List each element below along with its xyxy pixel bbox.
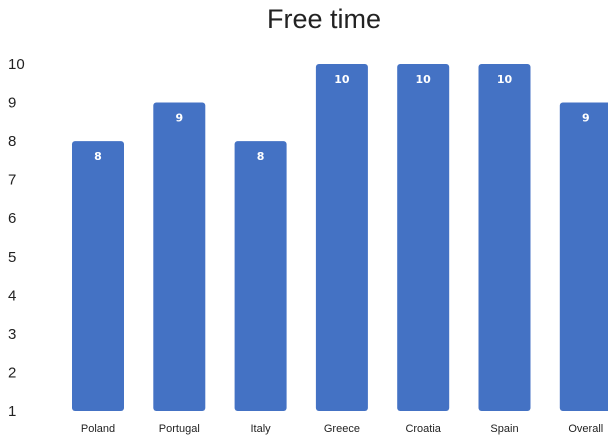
y-tick-label: 7	[8, 172, 16, 189]
y-tick-label: 8	[8, 133, 16, 150]
bar	[153, 102, 206, 412]
y-axis-ticks: 1 2 3 4 5 6 7 8 9 10	[8, 56, 25, 420]
x-tick-label: Overall	[568, 423, 603, 435]
chart-title: Free time	[266, 4, 382, 34]
bar	[234, 141, 287, 411]
bar	[559, 102, 608, 411]
bar-value-label: 10	[497, 73, 513, 86]
y-tick-label: 6	[8, 210, 16, 227]
bar	[315, 64, 368, 411]
x-tick-label: Portugal	[159, 423, 200, 435]
bar-value-label: 9	[582, 112, 590, 125]
y-tick-label: 2	[8, 364, 16, 381]
y-tick-label: 5	[8, 249, 16, 266]
x-tick-label: Greece	[324, 423, 360, 435]
x-axis-ticks: Poland Portugal Italy Greece Croatia Spain Ove…	[81, 423, 603, 435]
bar-value-label: 10	[416, 73, 432, 86]
bar	[72, 141, 124, 411]
bar-labels: 8 9 8 10 10 10 9	[94, 73, 589, 163]
bar-value-label: 9	[175, 112, 183, 125]
y-tick-label: 4	[8, 287, 16, 304]
y-tick-label: 9	[8, 95, 16, 112]
x-tick-label: Poland	[81, 423, 115, 435]
bar-value-label: 8	[257, 150, 265, 163]
bar	[397, 64, 450, 411]
x-tick-label: Spain	[490, 423, 518, 435]
x-tick-label: Croatia	[405, 423, 441, 435]
bar-value-label: 8	[94, 150, 102, 163]
bar	[478, 64, 531, 411]
y-tick-label: 3	[8, 326, 16, 343]
y-tick-label: 1	[8, 403, 16, 420]
y-tick-label: 10	[8, 56, 25, 73]
bar-value-label: 10	[334, 73, 350, 86]
bars	[72, 64, 608, 412]
x-tick-label: Italy	[251, 423, 272, 435]
